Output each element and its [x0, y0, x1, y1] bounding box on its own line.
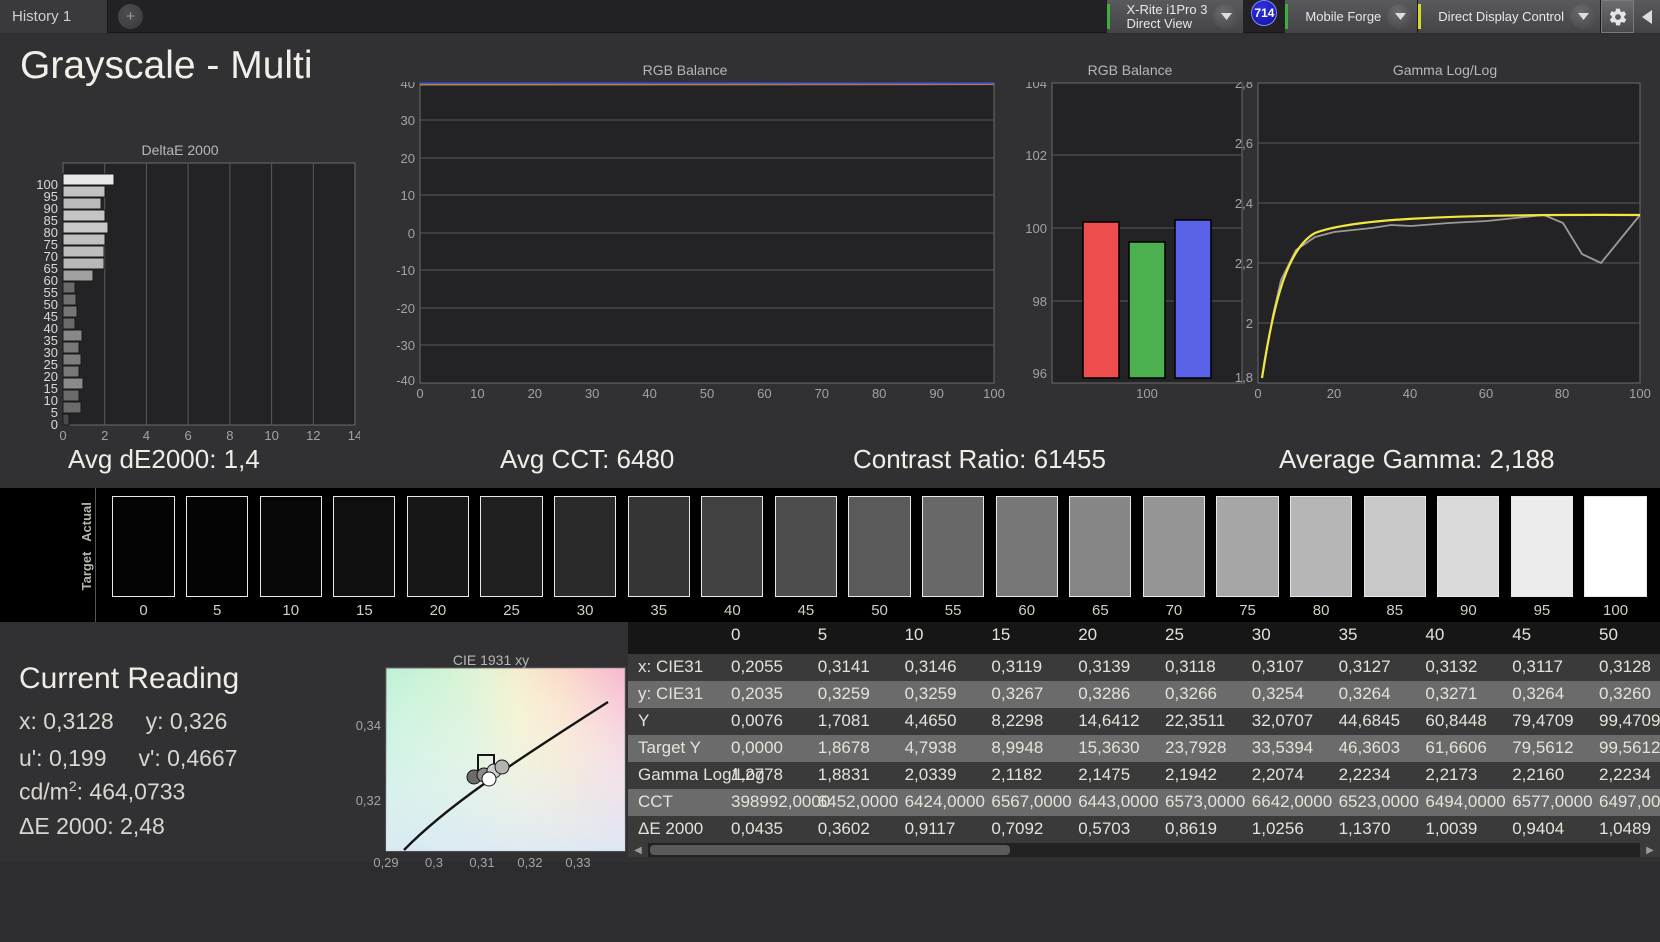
svg-text:2: 2: [1246, 316, 1253, 331]
svg-text:40: 40: [642, 386, 656, 401]
svg-text:60: 60: [1479, 386, 1493, 401]
svg-text:0,31: 0,31: [469, 855, 494, 870]
svg-text:2,4: 2,4: [1235, 196, 1253, 211]
svg-text:0,29: 0,29: [373, 855, 398, 870]
svg-text:90: 90: [929, 386, 943, 401]
svg-text:4: 4: [143, 428, 150, 443]
svg-text:-20: -20: [396, 301, 415, 316]
svg-text:8: 8: [226, 428, 233, 443]
svg-text:70: 70: [815, 386, 829, 401]
svg-text:Actual: Actual: [79, 502, 94, 542]
svg-text:0: 0: [416, 386, 423, 401]
svg-text:80: 80: [872, 386, 886, 401]
svg-text:1,8: 1,8: [1235, 370, 1253, 385]
svg-text:50: 50: [700, 386, 714, 401]
svg-text:20: 20: [401, 151, 415, 166]
svg-text:100: 100: [1025, 221, 1047, 236]
svg-text:0: 0: [1254, 386, 1261, 401]
svg-text:100: 100: [1136, 386, 1158, 401]
svg-text:-30: -30: [396, 338, 415, 353]
svg-text:0,33: 0,33: [565, 855, 590, 870]
svg-text:14: 14: [348, 428, 360, 443]
svg-text:102: 102: [1025, 148, 1047, 163]
svg-text:100: 100: [983, 386, 1005, 401]
svg-text:2,2: 2,2: [1235, 256, 1253, 271]
svg-text:12: 12: [306, 428, 320, 443]
svg-text:-10: -10: [396, 263, 415, 278]
svg-text:100: 100: [36, 177, 58, 192]
svg-text:60: 60: [757, 386, 771, 401]
svg-text:0,3: 0,3: [425, 855, 443, 870]
svg-text:100: 100: [1629, 386, 1651, 401]
svg-text:20: 20: [528, 386, 542, 401]
svg-text:20: 20: [1327, 386, 1341, 401]
svg-text:96: 96: [1033, 366, 1047, 381]
svg-text:30: 30: [401, 113, 415, 128]
svg-text:10: 10: [264, 428, 278, 443]
svg-text:Target: Target: [79, 551, 94, 590]
svg-text:2: 2: [101, 428, 108, 443]
svg-text:40: 40: [401, 82, 415, 91]
svg-text:104: 104: [1025, 82, 1047, 91]
svg-text:0,34: 0,34: [356, 718, 381, 733]
svg-text:6: 6: [184, 428, 191, 443]
svg-text:0,32: 0,32: [356, 793, 381, 808]
svg-text:0: 0: [408, 226, 415, 241]
svg-text:-40: -40: [396, 373, 415, 388]
svg-text:98: 98: [1033, 294, 1047, 309]
svg-text:80: 80: [1555, 386, 1569, 401]
svg-text:30: 30: [585, 386, 599, 401]
svg-text:40: 40: [1403, 386, 1417, 401]
svg-text:10: 10: [470, 386, 484, 401]
svg-text:0: 0: [59, 428, 66, 443]
svg-text:10: 10: [401, 188, 415, 203]
svg-text:0,32: 0,32: [517, 855, 542, 870]
svg-text:2,8: 2,8: [1235, 82, 1253, 91]
svg-text:2,6: 2,6: [1235, 136, 1253, 151]
